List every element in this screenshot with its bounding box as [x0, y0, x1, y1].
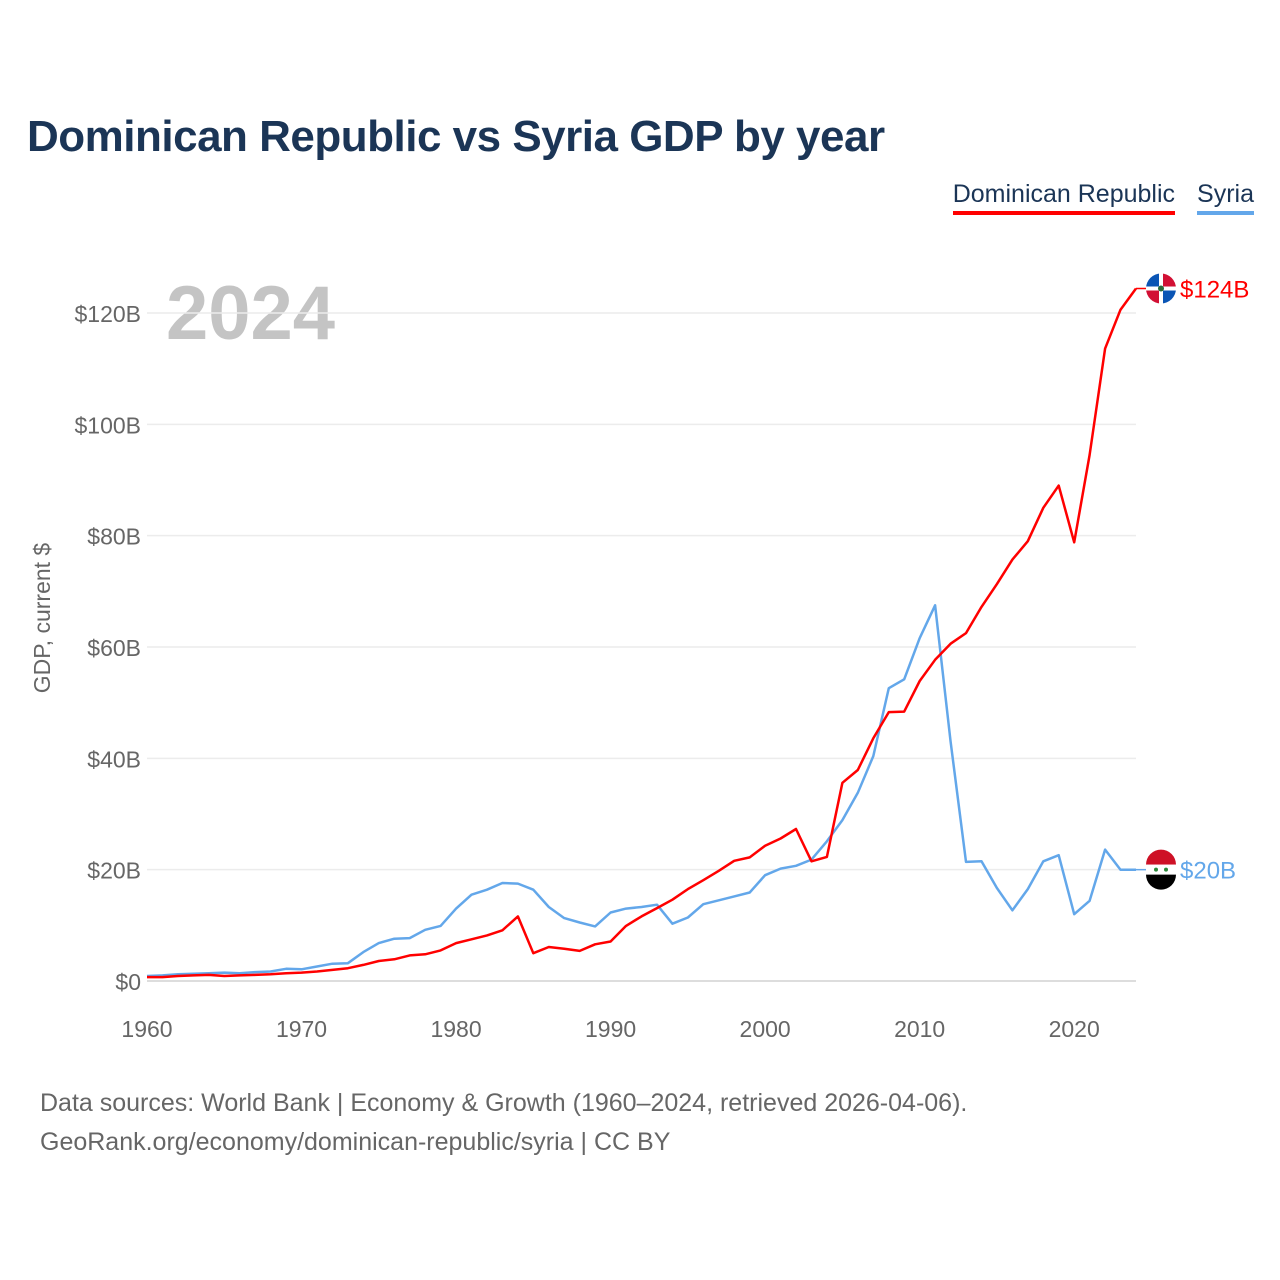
flag-star [1154, 867, 1158, 872]
y-tick-label: $0 [115, 969, 141, 995]
dominican-republic-flag-icon [1146, 273, 1176, 304]
legend-syria[interactable]: Syria [1197, 180, 1254, 215]
y-tick-label: $20B [87, 858, 141, 884]
x-tick-label: 2020 [1049, 1016, 1100, 1042]
y-tick-label: $100B [74, 412, 141, 438]
syria-flag-icon [1146, 849, 1176, 890]
y-tick-label: $80B [87, 524, 141, 550]
x-tick-label: 1970 [276, 1016, 327, 1042]
x-tick-label: 2010 [894, 1016, 945, 1042]
flag-star [1164, 867, 1168, 872]
y-tick-label: $40B [87, 746, 141, 772]
series-line-syria [146, 604, 1136, 978]
flag-band [1146, 874, 1176, 890]
y-tick-label: $120B [74, 301, 141, 327]
legend: Dominican Republic Syria [952, 180, 1254, 215]
flag-band [1146, 864, 1176, 875]
footer-link[interactable]: GeoRank.org/economy/dominican-republic/s… [40, 1128, 671, 1156]
flag-emblem [1158, 285, 1164, 292]
flag-q [1146, 273, 1161, 289]
legend-dominican-republic[interactable]: Dominican Republic [952, 180, 1176, 215]
x-tick-label: 1960 [121, 1016, 172, 1042]
x-tick-label: 1980 [430, 1016, 481, 1042]
y-tick-label: $60B [87, 635, 141, 661]
flag-q [1161, 273, 1176, 289]
x-tick-label: 1990 [585, 1016, 636, 1042]
series-line-dominican-republic [147, 287, 1138, 979]
y-axis-label: GDP, current $ [29, 543, 55, 694]
flag-q [1146, 288, 1161, 304]
end-value-label: $20B [1180, 858, 1236, 885]
chart-title: Dominican Republic vs Syria GDP by year [27, 112, 885, 161]
flag-q [1161, 288, 1176, 304]
x-tick-label: 2000 [740, 1016, 791, 1042]
footer: Data sources: World Bank | Economy & Gro… [40, 1084, 967, 1162]
flag-band [1146, 849, 1176, 865]
end-value-label: $124B [1180, 277, 1249, 304]
footer-sources: Data sources: World Bank | Economy & Gro… [40, 1089, 968, 1117]
